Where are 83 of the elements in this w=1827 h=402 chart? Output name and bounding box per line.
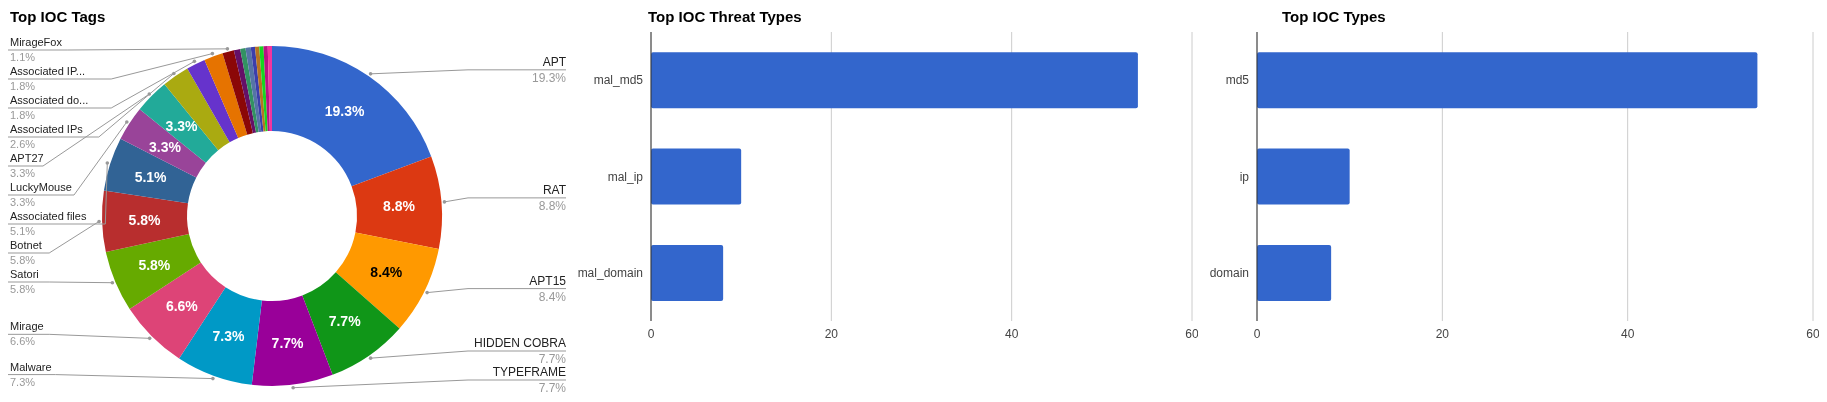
slice-label: Satori [10, 268, 39, 280]
y-tick-label: ip [1239, 169, 1250, 184]
bar [651, 148, 742, 205]
donut-slice [259, 46, 268, 132]
text: 5.8% [10, 254, 36, 266]
chart-title: Top IOC Types [1282, 8, 1386, 25]
donut-slice [233, 49, 257, 134]
x-tick-label: 40 [1004, 326, 1019, 341]
donut-slice [250, 46, 264, 132]
text: 5.1% [10, 225, 36, 237]
y-tick-label: domain [1209, 266, 1249, 281]
y-tick-label: mal_domain [577, 266, 643, 281]
x-tick-label: 20 [1435, 326, 1450, 341]
chart-title: Top IOC Tags [10, 8, 106, 25]
donut-slice [351, 156, 442, 249]
text: 19.3% [531, 70, 567, 85]
text: 3.3% [10, 196, 36, 208]
y-tick-label: md5 [1225, 73, 1250, 88]
slice-label: APT15 [529, 273, 567, 288]
data-label: 7.3% [212, 327, 245, 344]
slice-label: HIDDEN COBRA [473, 336, 566, 350]
slice-label: Botnet [10, 239, 42, 251]
slice-label: LuckyMouse [10, 181, 72, 193]
slice-label: Associated IP... [10, 65, 86, 77]
x-tick-label: 40 [1620, 326, 1635, 341]
slice-label: APT [542, 54, 567, 69]
data-label: 5.8% [128, 212, 162, 228]
donut-slice [254, 46, 266, 132]
data-label: 8.4% [370, 264, 403, 281]
data-label: 3.3% [165, 118, 199, 135]
text: 5.8% [10, 283, 36, 295]
text: 1.8% [10, 109, 36, 121]
data-label: 8.8% [383, 197, 416, 214]
data-label: 19.3% [324, 103, 366, 120]
data-label: 3.3% [149, 138, 182, 155]
text: 1.1% [10, 51, 36, 63]
text: 3.3% [10, 167, 36, 179]
text: 8.8% [538, 198, 567, 213]
donut-slice [222, 50, 253, 135]
x-tick-label: 60 [1806, 326, 1820, 341]
slice-label: TYPEFRAME [492, 365, 566, 379]
bar [1257, 52, 1758, 109]
x-tick-label: 60 [1185, 326, 1199, 341]
x-tick-label: 0 [647, 326, 655, 341]
slice-label: MirageFox [10, 36, 63, 48]
donut-slice [105, 234, 201, 309]
donut-slice [103, 138, 197, 204]
bar [1257, 244, 1332, 301]
donut-slice [267, 46, 272, 132]
text: 7.3% [10, 375, 36, 388]
data-label: 6.6% [165, 298, 199, 315]
data-label: 5.8% [138, 257, 171, 274]
text: 8.4% [538, 289, 567, 304]
x-tick-label: 0 [1253, 326, 1261, 341]
donut-slice [245, 47, 262, 133]
slice-label: Associated do... [10, 94, 89, 106]
donut-slice [263, 46, 270, 132]
text: 7.7% [538, 352, 567, 366]
slice-label: Mirage [10, 320, 44, 333]
chart-title: Top IOC Threat Types [648, 8, 802, 25]
donut-slice [240, 48, 259, 133]
bar [651, 244, 724, 301]
slice-label: Malware [10, 360, 52, 373]
slice-label: Associated IPs [10, 123, 84, 135]
y-tick-label: mal_ip [607, 169, 644, 184]
donut-slice [204, 53, 248, 138]
y-tick-label: mal_md5 [593, 73, 644, 88]
slice-label: APT27 [10, 152, 44, 164]
text: 6.6% [10, 335, 36, 348]
bar [651, 52, 1138, 109]
data-label: 7.7% [328, 312, 362, 329]
donut-slice [102, 190, 189, 253]
slice-label: RAT [542, 182, 567, 197]
x-tick-label: 20 [824, 326, 839, 341]
text: 7.7% [538, 381, 567, 395]
donut-slice [139, 84, 219, 163]
text: 1.8% [10, 80, 36, 92]
slice-label: Associated files [10, 210, 87, 222]
data-label: 7.7% [271, 334, 305, 351]
text: 2.6% [10, 138, 36, 150]
data-label: 5.1% [134, 168, 168, 185]
donut-slice [272, 46, 432, 187]
bar [1257, 148, 1350, 205]
